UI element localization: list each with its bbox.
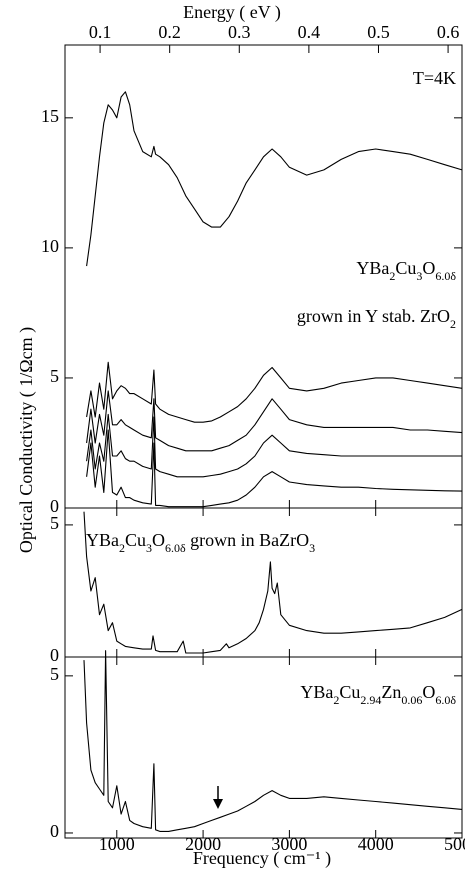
y-tick-label: 10	[41, 236, 59, 256]
top-tick-label: 0.5	[367, 22, 390, 42]
top-tick-label: 0.1	[89, 22, 112, 42]
x-tick-label: 2000	[185, 834, 221, 854]
top-axis-label: Energy ( eV )	[183, 2, 281, 23]
top-tick-label: 0.2	[158, 22, 181, 42]
y-tick-label: 5	[50, 366, 59, 386]
annotation: T=4K	[413, 68, 456, 88]
spectrum-line	[86, 390, 463, 452]
spectrum-line	[86, 361, 463, 423]
top-tick-label: 0.6	[437, 22, 460, 42]
y-tick-label: 5	[50, 513, 59, 533]
y-tick-label: 15	[41, 106, 59, 126]
spectrum-line	[83, 511, 463, 654]
annotation: YBa2Cu3O6.0δ grown in BaZrO3	[86, 530, 315, 555]
y-tick-label: 5	[50, 664, 59, 684]
y-tick-label: 0	[50, 821, 59, 841]
x-axis-label: Frequency ( cm⁻¹ )	[193, 848, 331, 869]
spectrum-line	[86, 413, 462, 478]
y-axis-label: Optical Conductivity ( 1/Ωcm )	[16, 327, 37, 553]
panel-frame	[64, 656, 463, 839]
y-tick-label: 0	[50, 496, 59, 516]
x-tick-label: 3000	[271, 834, 307, 854]
x-tick-label: 1000	[99, 834, 135, 854]
spectrum-line	[86, 91, 463, 267]
x-tick-label: 4000	[358, 834, 394, 854]
spectrum-line	[83, 650, 463, 832]
spectrum-line	[86, 429, 463, 508]
arrow	[213, 786, 223, 809]
top-tick-label: 0.3	[228, 22, 251, 42]
x-tick-label: 5000	[444, 834, 465, 854]
y-tick-label: 0	[50, 645, 59, 665]
annotation: YBa2Cu3O6.0δ	[356, 258, 456, 283]
annotation: grown in Y stab. ZrO2	[297, 306, 456, 331]
annotation: YBa2Cu2.94Zn0.06O6.0δ	[300, 682, 456, 707]
top-tick-label: 0.4	[298, 22, 321, 42]
